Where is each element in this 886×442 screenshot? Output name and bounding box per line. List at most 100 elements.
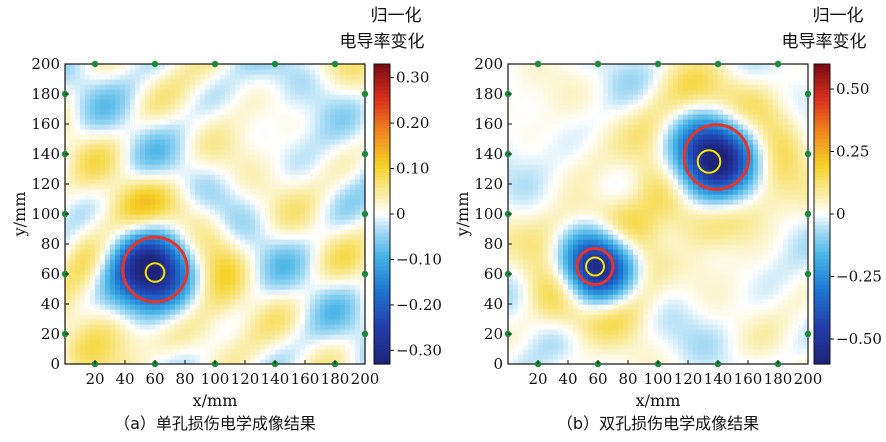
heatmap-cell: [145, 164, 151, 170]
heatmap-cell: [325, 179, 331, 185]
heatmap-cell: [648, 354, 654, 360]
heatmap-cell: [245, 124, 251, 130]
heatmap-cell: [538, 294, 544, 300]
heatmap-cell: [250, 339, 256, 345]
heatmap-cell: [683, 314, 689, 320]
heatmap-cell: [180, 114, 186, 120]
heatmap-cell: [260, 184, 266, 190]
heatmap-cell: [588, 314, 594, 320]
heatmap-cell: [300, 99, 306, 105]
heatmap-cell: [295, 349, 301, 355]
heatmap-cell: [355, 294, 361, 300]
heatmap-cell: [768, 294, 774, 300]
colorbar-segment: [374, 135, 390, 140]
heatmap-cell: [673, 294, 679, 300]
heatmap-cell: [80, 234, 86, 240]
heatmap-cell: [315, 239, 321, 245]
heatmap-cell: [728, 314, 734, 320]
heatmap-cell: [673, 324, 679, 330]
heatmap-cell: [798, 339, 804, 345]
heatmap-cell: [598, 299, 604, 305]
heatmap-cell: [325, 299, 331, 305]
heatmap-cell: [115, 99, 121, 105]
heatmap-cell: [773, 324, 779, 330]
heatmap-cell: [603, 329, 609, 335]
heatmap-cell: [300, 254, 306, 260]
x-tick-label: 60: [145, 370, 164, 388]
heatmap-cell: [210, 299, 216, 305]
heatmap-cell: [250, 319, 256, 325]
heatmap-cell: [668, 329, 674, 335]
heatmap-cell: [310, 239, 316, 245]
heatmap-cell: [140, 349, 146, 355]
heatmap-cell: [658, 274, 664, 280]
heatmap-cell: [250, 179, 256, 185]
heatmap-cell: [360, 334, 366, 340]
heatmap-cell: [340, 319, 346, 325]
heatmap-cell: [285, 239, 291, 245]
heatmap-cell: [265, 294, 271, 300]
heatmap-cell: [275, 114, 281, 120]
heatmap-cell: [340, 164, 346, 170]
heatmap-cell: [255, 174, 261, 180]
heatmap-cell: [523, 284, 529, 290]
heatmap-cell: [190, 334, 196, 340]
heatmap-cell: [778, 304, 784, 310]
heatmap-cell: [768, 269, 774, 275]
heatmap-cell: [135, 269, 141, 275]
heatmap-cell: [85, 79, 91, 85]
heatmap-cell: [250, 269, 256, 275]
heatmap-cell: [290, 244, 296, 250]
heatmap-cell: [355, 254, 361, 260]
heatmap-cell: [350, 94, 356, 100]
heatmap-cell: [200, 274, 206, 280]
heatmap-cell: [265, 284, 271, 290]
heatmap-cell: [140, 129, 146, 135]
heatmap-cell: [325, 159, 331, 165]
heatmap-cell: [628, 269, 634, 275]
heatmap-cell: [65, 179, 71, 185]
heatmap-cell: [325, 124, 331, 130]
heatmap-cell: [320, 254, 326, 260]
heatmap-cell: [350, 169, 356, 175]
heatmap-cell: [290, 274, 296, 280]
heatmap-cell: [140, 94, 146, 100]
heatmap-cell: [320, 104, 326, 110]
heatmap-cell: [110, 64, 116, 70]
heatmap-cell: [125, 94, 131, 100]
heatmap-cell: [548, 359, 554, 365]
heatmap-cell: [200, 219, 206, 225]
heatmap-cell: [350, 319, 356, 325]
heatmap-cell: [763, 324, 769, 330]
heatmap-cell: [210, 289, 216, 295]
heatmap-cell: [170, 329, 176, 335]
heatmap-cell: [65, 124, 71, 130]
heatmap-cell: [170, 219, 176, 225]
heatmap-cell: [598, 304, 604, 310]
heatmap-cell: [70, 309, 76, 315]
heatmap-cell: [300, 349, 306, 355]
heatmap-cell: [240, 339, 246, 345]
heatmap-cell: [120, 339, 126, 345]
heatmap-cell: [100, 269, 106, 275]
heatmap-cell: [255, 94, 261, 100]
heatmap-cell: [513, 279, 519, 285]
heatmap-cell: [523, 319, 529, 325]
heatmap-cell: [90, 254, 96, 260]
heatmap-cell: [195, 354, 201, 360]
heatmap-cell: [678, 264, 684, 270]
heatmap-cell: [165, 354, 171, 360]
heatmap-cell: [210, 319, 216, 325]
heatmap-cell: [130, 134, 136, 140]
colorbar-segment: [374, 105, 390, 110]
heatmap-cell: [210, 144, 216, 150]
heatmap-cell: [513, 324, 519, 330]
heatmap-cell: [618, 324, 624, 330]
heatmap-cell: [350, 239, 356, 245]
heatmap-cell: [360, 274, 366, 280]
heatmap-cell: [130, 324, 136, 330]
heatmap-cell: [215, 339, 221, 345]
heatmap-cell: [783, 344, 789, 350]
heatmap-cell: [170, 304, 176, 310]
heatmap-cell: [325, 254, 331, 260]
